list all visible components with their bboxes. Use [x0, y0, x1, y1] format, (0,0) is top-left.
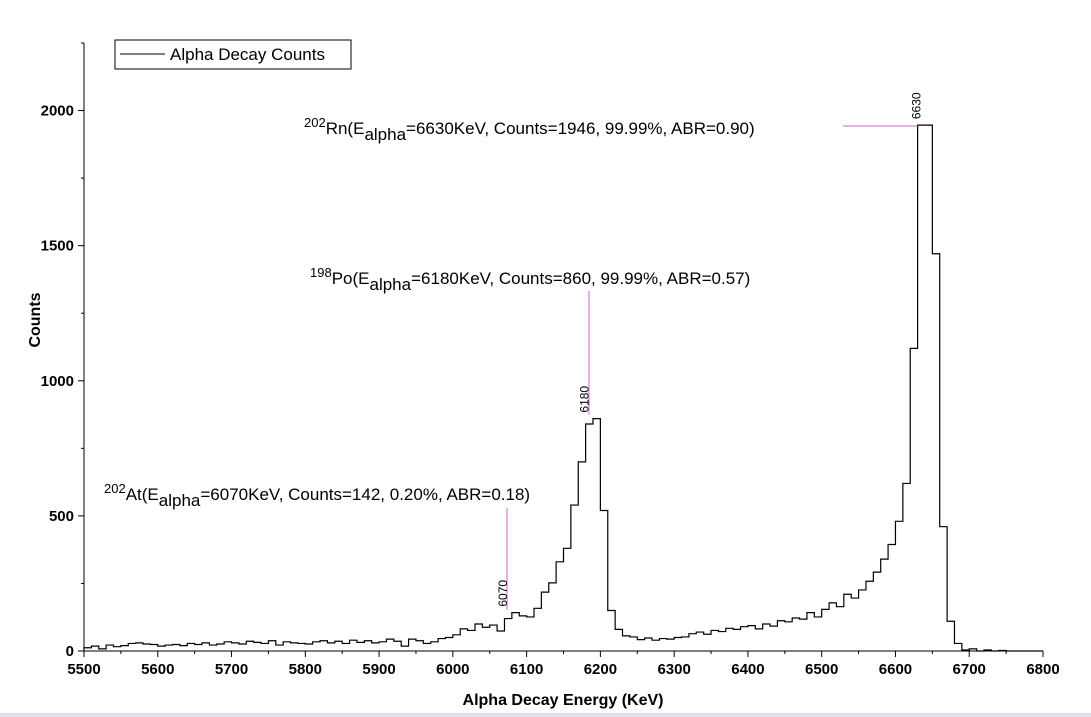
annotation-part-2: alpha: [364, 125, 406, 144]
annotation-layer: 202Rn(Ealpha=6630KeV, Counts=1946, 99.99…: [104, 92, 923, 610]
annotation-part-3: =6630KeV, Counts=1946, 99.99%, ABR=0.90): [406, 119, 755, 138]
x-tick-label: 5500: [67, 661, 100, 678]
legend-box: [114, 39, 352, 70]
annotation-text: 202At(Ealpha=6070KeV, Counts=142, 0.20%,…: [104, 481, 530, 510]
peak-annotation-po: 198Po(Ealpha=6180KeV, Counts=860, 99.99%…: [310, 265, 750, 415]
series-layer: [83, 124, 1043, 652]
x-axis-title: Alpha Decay Energy (KeV): [463, 692, 664, 709]
x-tick-label: 5700: [215, 661, 248, 678]
peak-value-label: 6180: [577, 386, 591, 413]
annotation-part-2: alpha: [159, 491, 201, 510]
x-tick-label: 5800: [289, 661, 322, 678]
annotation-part-0: 202: [104, 481, 126, 496]
x-tick-label: 6400: [731, 661, 764, 678]
x-tick-label: 6600: [879, 661, 912, 678]
y-tick-label: 1000: [41, 373, 74, 390]
legend: Alpha Decay Counts: [114, 39, 352, 70]
annotation-part-3: =6180KeV, Counts=860, 99.99%, ABR=0.57): [411, 269, 750, 288]
y-tick-label: 2000: [41, 103, 74, 120]
x-tick-label: 6700: [953, 661, 986, 678]
x-tick-label: 6100: [510, 661, 543, 678]
annotation-part-0: 198: [310, 265, 332, 280]
x-tick-label: 5900: [362, 661, 395, 678]
y-tick-label: 1500: [41, 238, 74, 255]
annotation-part-1: Rn(E: [326, 119, 365, 138]
annotation-part-2: alpha: [370, 275, 412, 294]
y-tick-label: 0: [66, 643, 74, 660]
x-axis: 5500 5600 5700 5800 5900 6000 6100 6200 6300 6400…: [67, 650, 1060, 678]
y-axis: 0 500 1000 1500 2000: [41, 42, 85, 660]
annotation-text: 198Po(Ealpha=6180KeV, Counts=860, 99.99%…: [310, 265, 750, 294]
x-tick-label: 5600: [141, 661, 174, 678]
y-axis-title: Counts: [27, 292, 44, 347]
peak-annotation-at: 202At(Ealpha=6070KeV, Counts=142, 0.20%,…: [104, 481, 530, 610]
x-tick-label: 6200: [584, 661, 617, 678]
annotation-part-1: At(E: [126, 485, 159, 504]
annotation-part-0: 202: [304, 115, 326, 130]
x-tick-label: 6300: [657, 661, 690, 678]
annotation-text: 202Rn(Ealpha=6630KeV, Counts=1946, 99.99…: [304, 115, 755, 144]
peak-value-label: 6070: [496, 580, 510, 607]
legend-entry-label: Alpha Decay Counts: [170, 45, 325, 64]
x-tick-label: 6500: [805, 661, 838, 678]
window-bottom-edge: [0, 713, 1091, 717]
x-tick-label: 6800: [1026, 661, 1059, 678]
series-step-line: [83, 124, 1043, 652]
annotation-part-1: Po(E: [332, 269, 370, 288]
x-tick-label: 6000: [436, 661, 469, 678]
annotation-part-3: =6070KeV, Counts=142, 0.20%, ABR=0.18): [200, 485, 530, 504]
peak-value-label: 6630: [909, 92, 923, 119]
peak-annotation-rn: 202Rn(Ealpha=6630KeV, Counts=1946, 99.99…: [304, 92, 923, 144]
y-tick-label: 500: [49, 508, 74, 525]
